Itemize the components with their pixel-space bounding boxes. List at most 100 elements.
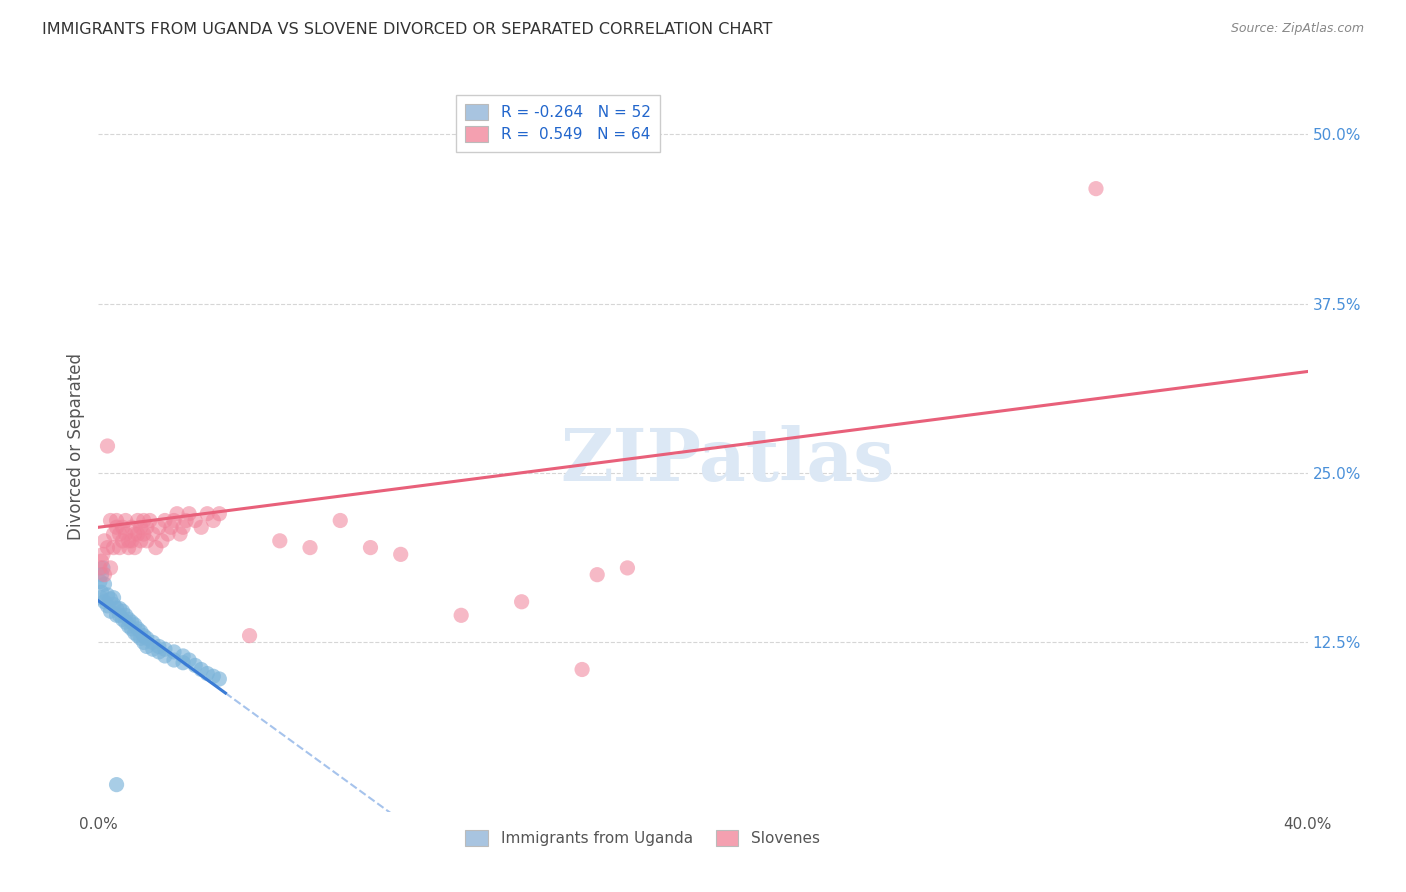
Point xyxy=(150,533,173,548)
Point xyxy=(148,645,170,659)
Point xyxy=(142,642,165,657)
Point xyxy=(96,599,118,613)
Point xyxy=(169,527,191,541)
Point xyxy=(166,507,188,521)
Point xyxy=(129,520,152,534)
Point xyxy=(93,577,115,591)
Point xyxy=(93,567,115,582)
Point xyxy=(179,653,201,667)
Point xyxy=(121,520,143,534)
Point xyxy=(127,622,149,636)
Point xyxy=(184,514,207,528)
Point xyxy=(156,527,179,541)
Text: ZIPatlas: ZIPatlas xyxy=(560,425,894,496)
Point xyxy=(118,541,141,555)
Point xyxy=(190,520,212,534)
Point xyxy=(571,663,593,677)
Point xyxy=(96,541,118,555)
Point xyxy=(129,624,152,639)
Point xyxy=(121,533,143,548)
Text: Source: ZipAtlas.com: Source: ZipAtlas.com xyxy=(1230,22,1364,36)
Point xyxy=(96,439,118,453)
Point xyxy=(124,617,146,632)
Point xyxy=(108,541,131,555)
Text: IMMIGRANTS FROM UGANDA VS SLOVENE DIVORCED OR SEPARATED CORRELATION CHART: IMMIGRANTS FROM UGANDA VS SLOVENE DIVORC… xyxy=(42,22,772,37)
Point xyxy=(148,520,170,534)
Point xyxy=(172,520,194,534)
Point xyxy=(114,608,136,623)
Point xyxy=(108,601,131,615)
Point xyxy=(103,527,125,541)
Point xyxy=(510,595,533,609)
Point xyxy=(121,622,143,636)
Point xyxy=(202,514,225,528)
Point xyxy=(153,648,176,663)
Point xyxy=(124,527,146,541)
Point xyxy=(195,666,218,681)
Point xyxy=(90,554,112,568)
Point xyxy=(124,541,146,555)
Point xyxy=(179,507,201,521)
Point xyxy=(239,629,262,643)
Point xyxy=(135,632,157,646)
Point xyxy=(127,514,149,528)
Point xyxy=(91,547,114,561)
Point xyxy=(142,527,165,541)
Point xyxy=(208,507,231,521)
Point xyxy=(132,514,155,528)
Point xyxy=(139,514,162,528)
Point xyxy=(108,608,131,623)
Point xyxy=(90,585,112,599)
Point xyxy=(89,574,111,589)
Point xyxy=(129,533,152,548)
Point xyxy=(145,541,167,555)
Point xyxy=(105,514,128,528)
Point xyxy=(103,591,125,605)
Point xyxy=(93,533,115,548)
Point xyxy=(91,561,114,575)
Point xyxy=(135,640,157,654)
Point xyxy=(195,507,218,521)
Point xyxy=(108,527,131,541)
Point xyxy=(90,591,112,605)
Point xyxy=(586,567,609,582)
Point xyxy=(135,533,157,548)
Point xyxy=(111,533,134,548)
Point xyxy=(111,612,134,626)
Point xyxy=(103,598,125,612)
Point xyxy=(114,527,136,541)
Point xyxy=(202,669,225,683)
Point xyxy=(105,778,128,792)
Point xyxy=(329,514,352,528)
Point xyxy=(153,642,176,657)
Point xyxy=(114,514,136,528)
Point xyxy=(163,645,186,659)
Point xyxy=(389,547,412,561)
Point xyxy=(118,612,141,626)
Point xyxy=(90,567,112,582)
Point xyxy=(299,541,322,555)
Point xyxy=(100,514,122,528)
Point xyxy=(111,520,134,534)
Point xyxy=(269,533,291,548)
Point xyxy=(142,635,165,649)
Y-axis label: Divorced or Separated: Divorced or Separated xyxy=(66,352,84,540)
Point xyxy=(1085,181,1108,195)
Point xyxy=(132,527,155,541)
Point xyxy=(208,672,231,686)
Legend: Immigrants from Uganda, Slovenes: Immigrants from Uganda, Slovenes xyxy=(456,821,830,855)
Point xyxy=(160,520,183,534)
Point xyxy=(450,608,472,623)
Point xyxy=(100,604,122,618)
Point xyxy=(105,601,128,615)
Point xyxy=(127,629,149,643)
Point xyxy=(172,656,194,670)
Point xyxy=(118,619,141,633)
Point xyxy=(89,561,111,575)
Point xyxy=(153,514,176,528)
Point xyxy=(93,595,115,609)
Point xyxy=(616,561,638,575)
Point xyxy=(100,561,122,575)
Point xyxy=(127,527,149,541)
Point xyxy=(129,632,152,646)
